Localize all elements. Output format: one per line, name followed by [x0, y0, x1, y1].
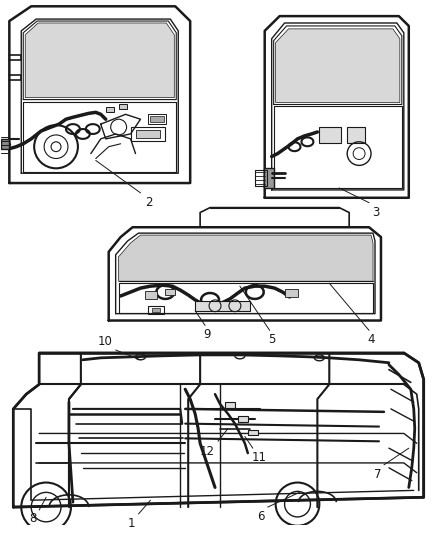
Polygon shape: [119, 235, 373, 281]
Bar: [152, 308, 160, 312]
Bar: [150, 116, 164, 122]
Polygon shape: [276, 29, 400, 102]
Bar: [165, 289, 175, 295]
Bar: [225, 402, 235, 408]
Text: 11: 11: [252, 451, 267, 464]
Bar: [131, 127, 165, 141]
Bar: [238, 416, 248, 422]
Bar: [285, 289, 298, 297]
Bar: [148, 306, 164, 313]
Bar: [264, 168, 274, 188]
Bar: [148, 114, 166, 124]
Bar: [255, 170, 267, 186]
Text: 12: 12: [200, 445, 215, 458]
Text: 1: 1: [128, 517, 135, 530]
Bar: [106, 108, 114, 112]
Bar: [135, 130, 160, 138]
Text: 6: 6: [257, 510, 265, 523]
Text: 4: 4: [367, 333, 374, 346]
Bar: [1, 139, 9, 149]
Text: 5: 5: [268, 333, 275, 346]
Text: 2: 2: [145, 196, 152, 209]
Bar: [248, 430, 258, 435]
Polygon shape: [25, 23, 174, 98]
Text: 8: 8: [29, 512, 36, 525]
Text: 3: 3: [372, 206, 379, 219]
Text: 7: 7: [374, 468, 382, 481]
Bar: [347, 127, 365, 143]
Bar: [119, 104, 127, 109]
Text: 9: 9: [203, 328, 211, 341]
Bar: [145, 291, 157, 299]
Text: 10: 10: [98, 335, 113, 348]
Bar: [319, 127, 341, 143]
Bar: [195, 301, 250, 311]
